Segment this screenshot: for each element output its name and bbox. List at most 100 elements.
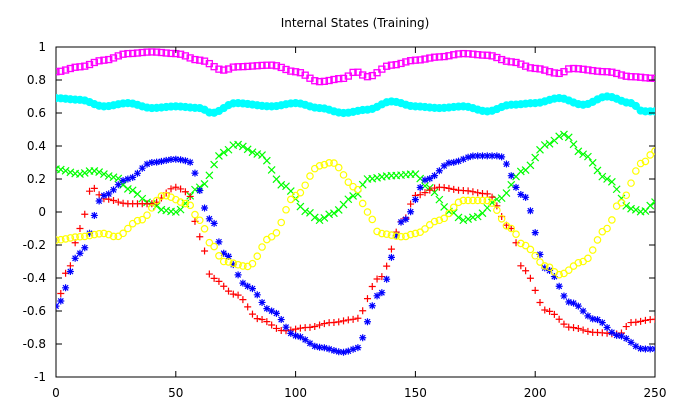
- data-point: [61, 235, 70, 243]
- data-point: [229, 259, 238, 268]
- data-point: [57, 290, 65, 298]
- data-point: [239, 62, 247, 71]
- data-point: [426, 54, 434, 62]
- data-point: [387, 231, 396, 239]
- data-point: [445, 209, 453, 218]
- data-point: [186, 201, 194, 210]
- data-point: [584, 66, 592, 74]
- data-point: [157, 48, 166, 57]
- data-point: [363, 73, 372, 81]
- data-point: [340, 348, 348, 356]
- data-point: [104, 172, 113, 180]
- data-point: [311, 322, 319, 330]
- data-point: [162, 156, 170, 164]
- data-point: [359, 334, 367, 342]
- data-point: [540, 141, 549, 149]
- data-point: [81, 210, 89, 218]
- data-point: [622, 191, 631, 200]
- data-point: [450, 185, 458, 193]
- data-point: [450, 51, 458, 59]
- data-point: [454, 198, 463, 207]
- data-point: [210, 219, 218, 227]
- series-2: [56, 92, 655, 118]
- data-point: [191, 210, 199, 219]
- data-point: [392, 232, 400, 240]
- series-layer: [56, 48, 655, 356]
- data-point: [195, 216, 204, 225]
- data-point: [133, 49, 142, 57]
- data-point: [416, 174, 425, 183]
- data-point: [205, 215, 213, 223]
- data-point: [267, 166, 276, 174]
- data-point: [526, 245, 535, 254]
- data-point: [440, 162, 448, 170]
- data-point: [574, 147, 583, 156]
- data-point: [320, 160, 329, 169]
- data-point: [565, 65, 573, 73]
- data-point: [162, 49, 170, 57]
- data-point: [95, 229, 103, 238]
- data-point: [579, 307, 587, 315]
- data-point: [613, 331, 621, 339]
- data-point: [632, 318, 640, 326]
- data-point: [248, 148, 257, 157]
- data-point: [498, 153, 506, 161]
- data-point: [459, 155, 467, 163]
- data-point: [651, 198, 655, 207]
- data-point: [526, 207, 534, 215]
- data-point: [172, 155, 180, 163]
- data-point: [325, 76, 333, 85]
- data-point: [555, 282, 563, 290]
- data-point: [66, 168, 75, 177]
- data-point: [282, 65, 290, 74]
- data-point: [153, 158, 161, 166]
- data-point: [402, 215, 410, 223]
- data-point: [277, 63, 285, 72]
- data-point: [627, 204, 635, 213]
- data-point: [469, 188, 477, 196]
- data-point: [205, 171, 214, 180]
- data-point: [560, 292, 568, 300]
- data-point: [569, 140, 578, 149]
- data-point: [641, 316, 649, 324]
- data-point: [334, 163, 343, 172]
- data-point: [148, 48, 156, 56]
- x-tick-label: 200: [524, 386, 547, 400]
- data-point: [277, 316, 285, 324]
- data-point: [219, 257, 228, 266]
- data-point: [320, 77, 329, 85]
- data-point: [234, 271, 242, 279]
- data-point: [373, 227, 381, 236]
- data-point: [76, 232, 84, 241]
- data-point: [612, 185, 621, 194]
- data-point: [196, 233, 204, 241]
- data-point: [579, 150, 588, 159]
- data-point: [229, 261, 237, 269]
- data-point: [569, 64, 578, 73]
- data-point: [483, 152, 491, 160]
- data-point: [267, 232, 276, 241]
- data-point: [584, 254, 592, 263]
- data-point: [570, 324, 578, 332]
- data-point: [56, 236, 60, 244]
- data-point: [220, 282, 228, 290]
- data-point: [382, 62, 391, 70]
- data-point: [545, 139, 554, 148]
- data-point: [464, 50, 472, 58]
- data-point: [646, 74, 654, 82]
- data-point: [430, 53, 439, 61]
- data-point: [76, 249, 84, 257]
- data-point: [306, 339, 314, 347]
- data-point: [316, 343, 324, 351]
- y-tick-label: -0.6: [23, 304, 46, 318]
- data-point: [426, 186, 434, 194]
- data-point: [335, 318, 343, 326]
- data-point: [105, 55, 113, 64]
- data-point: [234, 260, 242, 269]
- data-point: [219, 148, 228, 157]
- data-point: [617, 71, 626, 79]
- y-tick-label: 0.8: [27, 73, 46, 87]
- data-point: [516, 167, 525, 176]
- data-point: [603, 324, 611, 331]
- data-point: [545, 263, 554, 272]
